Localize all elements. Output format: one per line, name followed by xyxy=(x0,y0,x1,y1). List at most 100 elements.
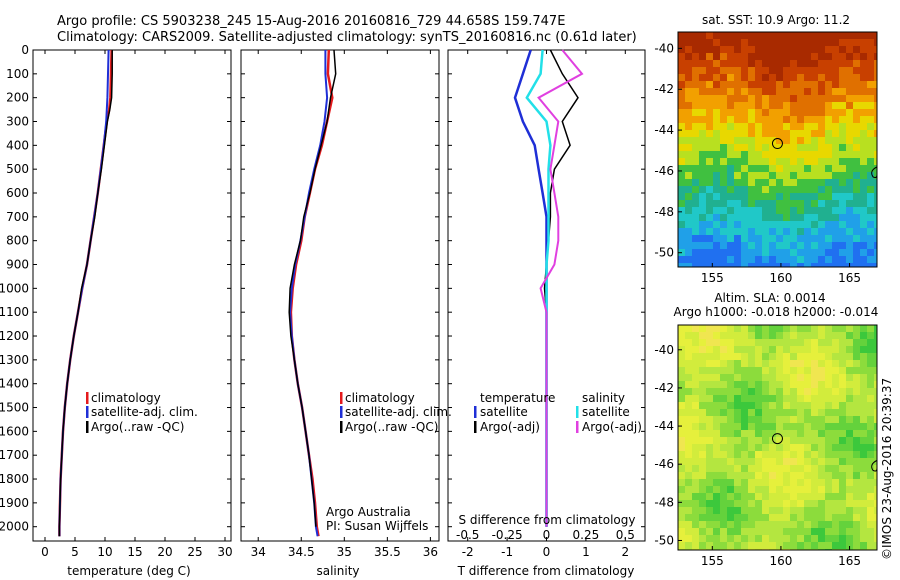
map-cell xyxy=(818,507,825,514)
x-tick-label: 35 xyxy=(337,545,352,559)
map-cell xyxy=(811,444,818,451)
map-cell xyxy=(685,242,692,249)
map-cell xyxy=(755,130,762,137)
map-cell xyxy=(832,430,839,437)
map-cell xyxy=(867,521,874,528)
map-cell xyxy=(867,60,874,67)
map-cell xyxy=(762,39,769,46)
x-tick-label: 30 xyxy=(217,545,232,559)
y-tick-label: -46 xyxy=(654,164,674,178)
map-cell xyxy=(748,416,755,423)
map-cell xyxy=(692,179,699,186)
map-cell xyxy=(706,528,713,535)
map-cell xyxy=(867,81,874,88)
map-cell xyxy=(692,186,699,193)
map-cell xyxy=(748,402,755,409)
legend-swatch xyxy=(576,421,579,433)
map-cell xyxy=(755,46,762,53)
map-cell xyxy=(734,430,741,437)
map-cell xyxy=(755,388,762,395)
map-cell xyxy=(678,263,685,267)
map-cell xyxy=(832,235,839,242)
map-cell xyxy=(734,95,741,102)
map-cell xyxy=(818,130,825,137)
map-cell xyxy=(811,256,818,263)
map-cell xyxy=(741,32,748,39)
map-cell xyxy=(790,451,797,458)
map-cell xyxy=(874,374,877,381)
map-cell xyxy=(811,137,818,144)
map-cell xyxy=(853,200,860,207)
map-cell xyxy=(783,95,790,102)
map-cell xyxy=(706,172,713,179)
map-cell xyxy=(755,67,762,74)
map-cell xyxy=(776,53,783,60)
map-cell xyxy=(734,123,741,130)
map-cell xyxy=(832,109,839,116)
map-cell xyxy=(853,528,860,535)
map-cell xyxy=(755,381,762,388)
map-cell xyxy=(839,465,846,472)
map-cell xyxy=(867,249,874,256)
map-cell xyxy=(741,416,748,423)
map-cell xyxy=(818,339,825,346)
map-cell xyxy=(818,186,825,193)
map-cell xyxy=(783,409,790,416)
map-cell xyxy=(804,458,811,465)
map-cell xyxy=(769,151,776,158)
map-cell xyxy=(699,465,706,472)
map-cell xyxy=(741,346,748,353)
map-cell xyxy=(678,46,685,53)
y-tick-label: 100 xyxy=(6,67,29,81)
map-cell xyxy=(762,67,769,74)
map-cell xyxy=(832,444,839,451)
map-cell xyxy=(783,325,790,332)
map-cell xyxy=(776,339,783,346)
map-cell xyxy=(727,437,734,444)
map-cell xyxy=(783,130,790,137)
map-cell xyxy=(734,367,741,374)
map-cell xyxy=(839,144,846,151)
map-cell xyxy=(776,158,783,165)
map-cell xyxy=(818,521,825,528)
map-cell xyxy=(741,53,748,60)
map-cell xyxy=(734,472,741,479)
map-cell xyxy=(874,542,877,549)
x-tick-label: 165 xyxy=(838,271,861,285)
map-cell xyxy=(734,535,741,542)
map-cell xyxy=(685,60,692,67)
map-cell xyxy=(804,88,811,95)
map-cell xyxy=(832,102,839,109)
map-cell xyxy=(797,179,804,186)
map-cell xyxy=(720,507,727,514)
map-cell xyxy=(692,486,699,493)
map-cell xyxy=(839,32,846,39)
map-cell xyxy=(797,158,804,165)
map-cell xyxy=(706,214,713,221)
map-cell xyxy=(685,521,692,528)
map-cell xyxy=(699,472,706,479)
map-cell xyxy=(706,88,713,95)
legend-swatch xyxy=(474,406,477,418)
map-cell xyxy=(741,109,748,116)
map-cell xyxy=(741,381,748,388)
map-cell xyxy=(846,472,853,479)
x-tick-label: -1 xyxy=(501,545,513,559)
map-cell xyxy=(678,53,685,60)
map-cell xyxy=(860,437,867,444)
map-cell xyxy=(797,235,804,242)
map-cell xyxy=(727,67,734,74)
map-cell xyxy=(727,74,734,81)
map-cell xyxy=(755,451,762,458)
map-cell xyxy=(804,325,811,332)
map-cell xyxy=(748,263,755,267)
map-cell xyxy=(755,53,762,60)
map-cell xyxy=(832,381,839,388)
map-cell xyxy=(692,193,699,200)
map-cell xyxy=(860,465,867,472)
map-cell xyxy=(678,123,685,130)
map-cell xyxy=(734,423,741,430)
map-cell xyxy=(797,242,804,249)
map-cell xyxy=(685,479,692,486)
map-cell xyxy=(874,437,877,444)
